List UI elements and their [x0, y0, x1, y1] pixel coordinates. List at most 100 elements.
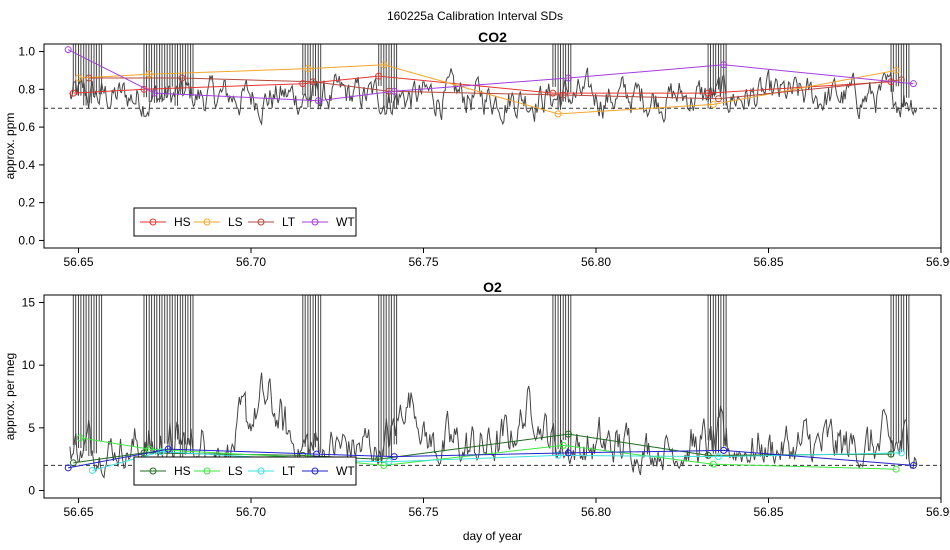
- data-point-ls: [892, 66, 900, 74]
- legend-marker: [149, 218, 157, 226]
- data-point-wt: [564, 74, 572, 82]
- data-point-hs: [69, 89, 77, 97]
- calibration-spike: [895, 295, 900, 444]
- series-line-lt: [92, 451, 902, 471]
- data-point-ls: [554, 110, 562, 118]
- legend-marker: [203, 467, 211, 475]
- panel-title: O2: [483, 279, 502, 295]
- legend: HS LS LT WT: [133, 456, 357, 486]
- series-line-hs: [73, 433, 892, 464]
- data-point-hs: [564, 430, 572, 438]
- calibration-spike: [552, 295, 556, 456]
- series-line-lt: [88, 77, 902, 100]
- calibration-spike: [906, 44, 910, 98]
- data-point-hs: [704, 89, 712, 97]
- legend-label: HS: [174, 464, 191, 478]
- data-point-ls: [709, 100, 717, 108]
- series-line-hs: [73, 75, 892, 94]
- data-point-ls: [892, 465, 900, 473]
- calibration-spike: [707, 44, 711, 109]
- data-point-wt: [150, 89, 158, 97]
- data-point-ls: [75, 74, 82, 82]
- calibration-spike: [567, 44, 572, 93]
- data-point-ls: [145, 70, 153, 78]
- calibration-spike: [307, 295, 311, 460]
- data-point-ls: [380, 61, 388, 69]
- data-point-ls: [709, 460, 717, 468]
- y-tick-label: 0.0: [18, 233, 35, 247]
- legend: HS LS LT WT: [133, 207, 357, 237]
- data-point-ls: [380, 461, 388, 469]
- data-point-wt: [64, 464, 72, 472]
- calibration-spike: [388, 295, 392, 458]
- calibration-spike: [557, 44, 561, 110]
- calibration-spike: [169, 295, 173, 453]
- data-point-wt: [314, 97, 322, 105]
- y-tick-label: 0: [28, 483, 35, 497]
- calibration-spike: [383, 295, 387, 457]
- x-tick-label: 56.75: [408, 255, 438, 269]
- calibration-spike: [153, 295, 158, 450]
- calibration-spike: [900, 295, 905, 452]
- panel-title: CO2: [478, 29, 507, 45]
- calibration-spike: [567, 295, 572, 454]
- calibration-spike: [712, 44, 717, 95]
- data-point-lt: [309, 78, 317, 86]
- calibration-spike: [72, 44, 77, 93]
- calibration-spike: [718, 295, 722, 453]
- calibration-spike: [72, 295, 77, 445]
- data-point-lt: [714, 95, 722, 103]
- legend-marker: [203, 218, 211, 226]
- co2-panel: CO2 56.65 56.70 56.75 56.80 56.85 56.90 0.0 0.2 0…: [3, 29, 950, 269]
- raw-trace: [69, 67, 918, 127]
- data-point-hs: [887, 450, 895, 458]
- x-tick-label: 56.80: [581, 255, 611, 269]
- y-axis-label: approx. per meg: [3, 353, 17, 440]
- calibration-spike: [312, 295, 316, 448]
- x-tick-label: 56.65: [63, 255, 93, 269]
- data-point-wt: [720, 61, 728, 69]
- data-point-lt: [85, 74, 93, 82]
- calibration-spike: [718, 44, 722, 90]
- series-line-wt: [67, 49, 914, 102]
- calibration-spike: [190, 295, 194, 454]
- data-point-wt: [390, 87, 398, 95]
- legend-marker: [257, 467, 265, 475]
- calibration-spike: [378, 295, 382, 456]
- calibration-spike: [707, 295, 711, 441]
- calibration-spike: [88, 295, 92, 456]
- y-tick-label: 0.4: [18, 158, 35, 172]
- calibration-spike: [83, 295, 87, 451]
- calibration-spike: [153, 44, 158, 103]
- legend-marker: [149, 467, 157, 475]
- series-line-ls: [80, 437, 897, 470]
- x-tick-label: 56.75: [408, 505, 438, 519]
- calibration-spike: [184, 295, 189, 445]
- series-line-wt: [68, 448, 914, 469]
- data-point-wt: [164, 445, 172, 453]
- x-tick-label: 56.70: [236, 505, 266, 519]
- y-tick-label: 0.2: [18, 196, 35, 210]
- calibration-spike: [557, 295, 561, 449]
- data-point-wt: [720, 446, 728, 454]
- calibration-spike: [179, 44, 184, 95]
- calibration-spike: [562, 295, 567, 441]
- y-tick-label: 0.8: [18, 82, 35, 96]
- x-tick-label: 56.90: [926, 255, 950, 269]
- calibration-spike: [93, 295, 97, 454]
- calibration-spike: [98, 44, 103, 95]
- data-point-lt: [559, 91, 567, 99]
- data-point-wt: [564, 449, 572, 457]
- legend-label: LT: [282, 464, 296, 478]
- legend-marker: [257, 218, 265, 226]
- calibration-spike: [393, 295, 398, 445]
- o2-panel: O2 56.65 56.70 56.75 56.80 56.85 56.90 0 5 10 15 ap…: [3, 279, 950, 543]
- series-line-ls: [78, 64, 897, 115]
- y-tick-label: 10: [22, 358, 36, 372]
- data-point-hs: [704, 451, 712, 459]
- calibration-spike: [174, 295, 178, 440]
- data-point-lt: [897, 449, 905, 457]
- y-tick-label: 1.0: [18, 45, 35, 59]
- calibration-spike: [159, 295, 163, 455]
